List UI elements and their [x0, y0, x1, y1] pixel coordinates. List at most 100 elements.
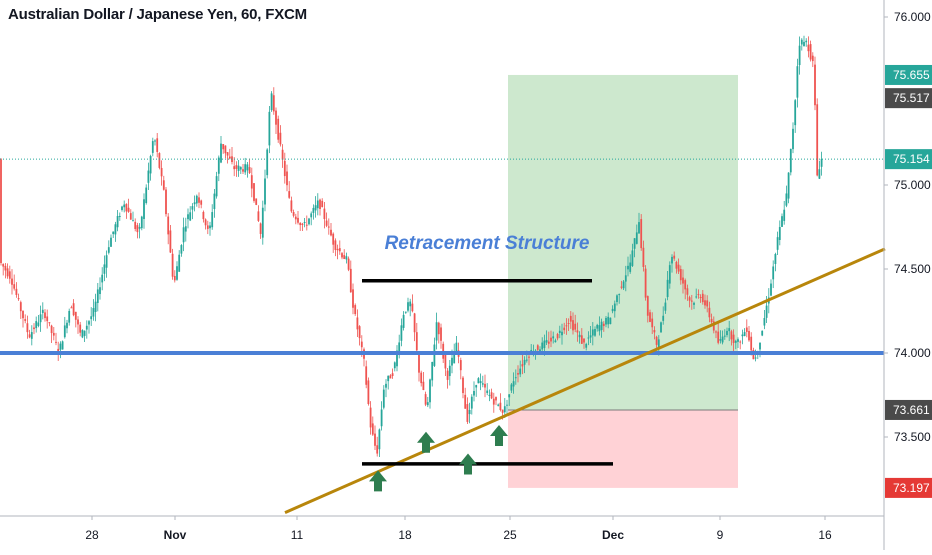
candle-body: [528, 356, 530, 358]
candle-body: [508, 394, 511, 398]
candle-body: [4, 265, 7, 271]
candle-body: [655, 336, 658, 345]
candle-body: [600, 321, 603, 331]
candle-body: [761, 330, 764, 336]
candle-body: [444, 353, 447, 369]
candle-body: [92, 308, 95, 317]
candle-body: [701, 293, 704, 303]
candle-body: [209, 225, 211, 229]
candle-body: [539, 349, 541, 352]
candle-body: [198, 197, 200, 203]
candle-body: [440, 327, 442, 341]
candle-body: [640, 219, 643, 249]
candle-body: [754, 357, 757, 359]
candle-body: [180, 245, 183, 254]
candle-body: [52, 332, 55, 336]
candle-body: [807, 44, 810, 52]
candle-body: [495, 397, 497, 401]
candle-body: [418, 351, 420, 373]
candle-body: [90, 316, 93, 320]
candle-body: [653, 329, 656, 333]
candle-body: [477, 378, 480, 384]
candle-body: [143, 199, 145, 219]
trendline[interactable]: [284, 247, 886, 514]
up-arrow-marker[interactable]: [459, 453, 477, 475]
price-label-badge: [885, 88, 932, 109]
candle-body: [380, 409, 383, 427]
candle-body: [743, 332, 746, 337]
candle-body: [376, 445, 379, 454]
price-label: 73.197: [893, 481, 930, 495]
candle-body: [572, 320, 574, 331]
candle-body: [127, 207, 130, 212]
up-arrow-marker[interactable]: [417, 431, 435, 453]
candle-body: [171, 253, 174, 277]
candle-body: [257, 211, 260, 221]
candle-body: [310, 213, 313, 218]
candle-body: [83, 330, 86, 336]
candle-body: [607, 316, 610, 325]
candle-body: [479, 381, 482, 384]
candle-body: [189, 212, 192, 221]
candle-body: [349, 268, 352, 293]
candle-body: [59, 343, 62, 350]
candle-body: [371, 423, 374, 435]
candle-body: [228, 156, 231, 159]
candle-body: [314, 205, 317, 211]
candle-body: [466, 404, 469, 422]
candle-body: [338, 248, 341, 252]
candle-body: [501, 409, 504, 413]
x-tick-label: 9: [717, 528, 724, 542]
candle-body: [798, 45, 801, 66]
candle-body: [182, 227, 185, 243]
candle-body: [283, 160, 286, 177]
candle-body: [154, 140, 156, 142]
candle-body: [37, 322, 40, 326]
candle-body: [783, 209, 786, 221]
candle-body: [68, 310, 71, 323]
candle-body: [165, 189, 167, 215]
candle-body: [693, 302, 695, 305]
candle-body: [818, 169, 821, 179]
candle-body: [699, 296, 702, 298]
candle-body: [732, 334, 735, 343]
candle-body: [224, 145, 227, 154]
candle-body: [618, 294, 621, 296]
candle-body: [266, 149, 269, 176]
candle-body: [503, 406, 506, 413]
candle-body: [387, 375, 390, 382]
candle-body: [563, 327, 566, 331]
candle-body: [721, 336, 724, 343]
candle-body: [435, 322, 438, 341]
candle-body: [792, 128, 794, 150]
price-label: 75.655: [893, 68, 930, 82]
candle-body: [96, 289, 99, 304]
stop-zone[interactable]: [508, 409, 738, 488]
candle-body: [244, 164, 247, 173]
candle-body: [116, 216, 119, 228]
candle-body: [275, 110, 277, 125]
candle-body: [567, 323, 570, 325]
up-arrow-marker[interactable]: [369, 470, 387, 492]
candle-body: [226, 152, 229, 156]
candle-body: [776, 237, 779, 250]
candle-body: [77, 319, 79, 325]
candle-body: [781, 216, 783, 227]
candle-body: [272, 95, 275, 112]
candle-body: [173, 275, 176, 281]
candle-body: [642, 247, 645, 267]
candle-body: [631, 250, 634, 266]
candle-body: [462, 377, 464, 394]
annotation-retracement-structure[interactable]: Retracement Structure: [385, 233, 590, 254]
candle-body: [726, 330, 728, 336]
up-arrow-marker[interactable]: [490, 425, 508, 446]
candle-body: [312, 207, 315, 213]
candle-body: [114, 224, 117, 235]
candle-body: [429, 379, 431, 403]
candle-body: [151, 141, 154, 153]
candle-body: [48, 322, 51, 324]
candle-body: [123, 204, 126, 208]
candle-body: [488, 394, 491, 396]
